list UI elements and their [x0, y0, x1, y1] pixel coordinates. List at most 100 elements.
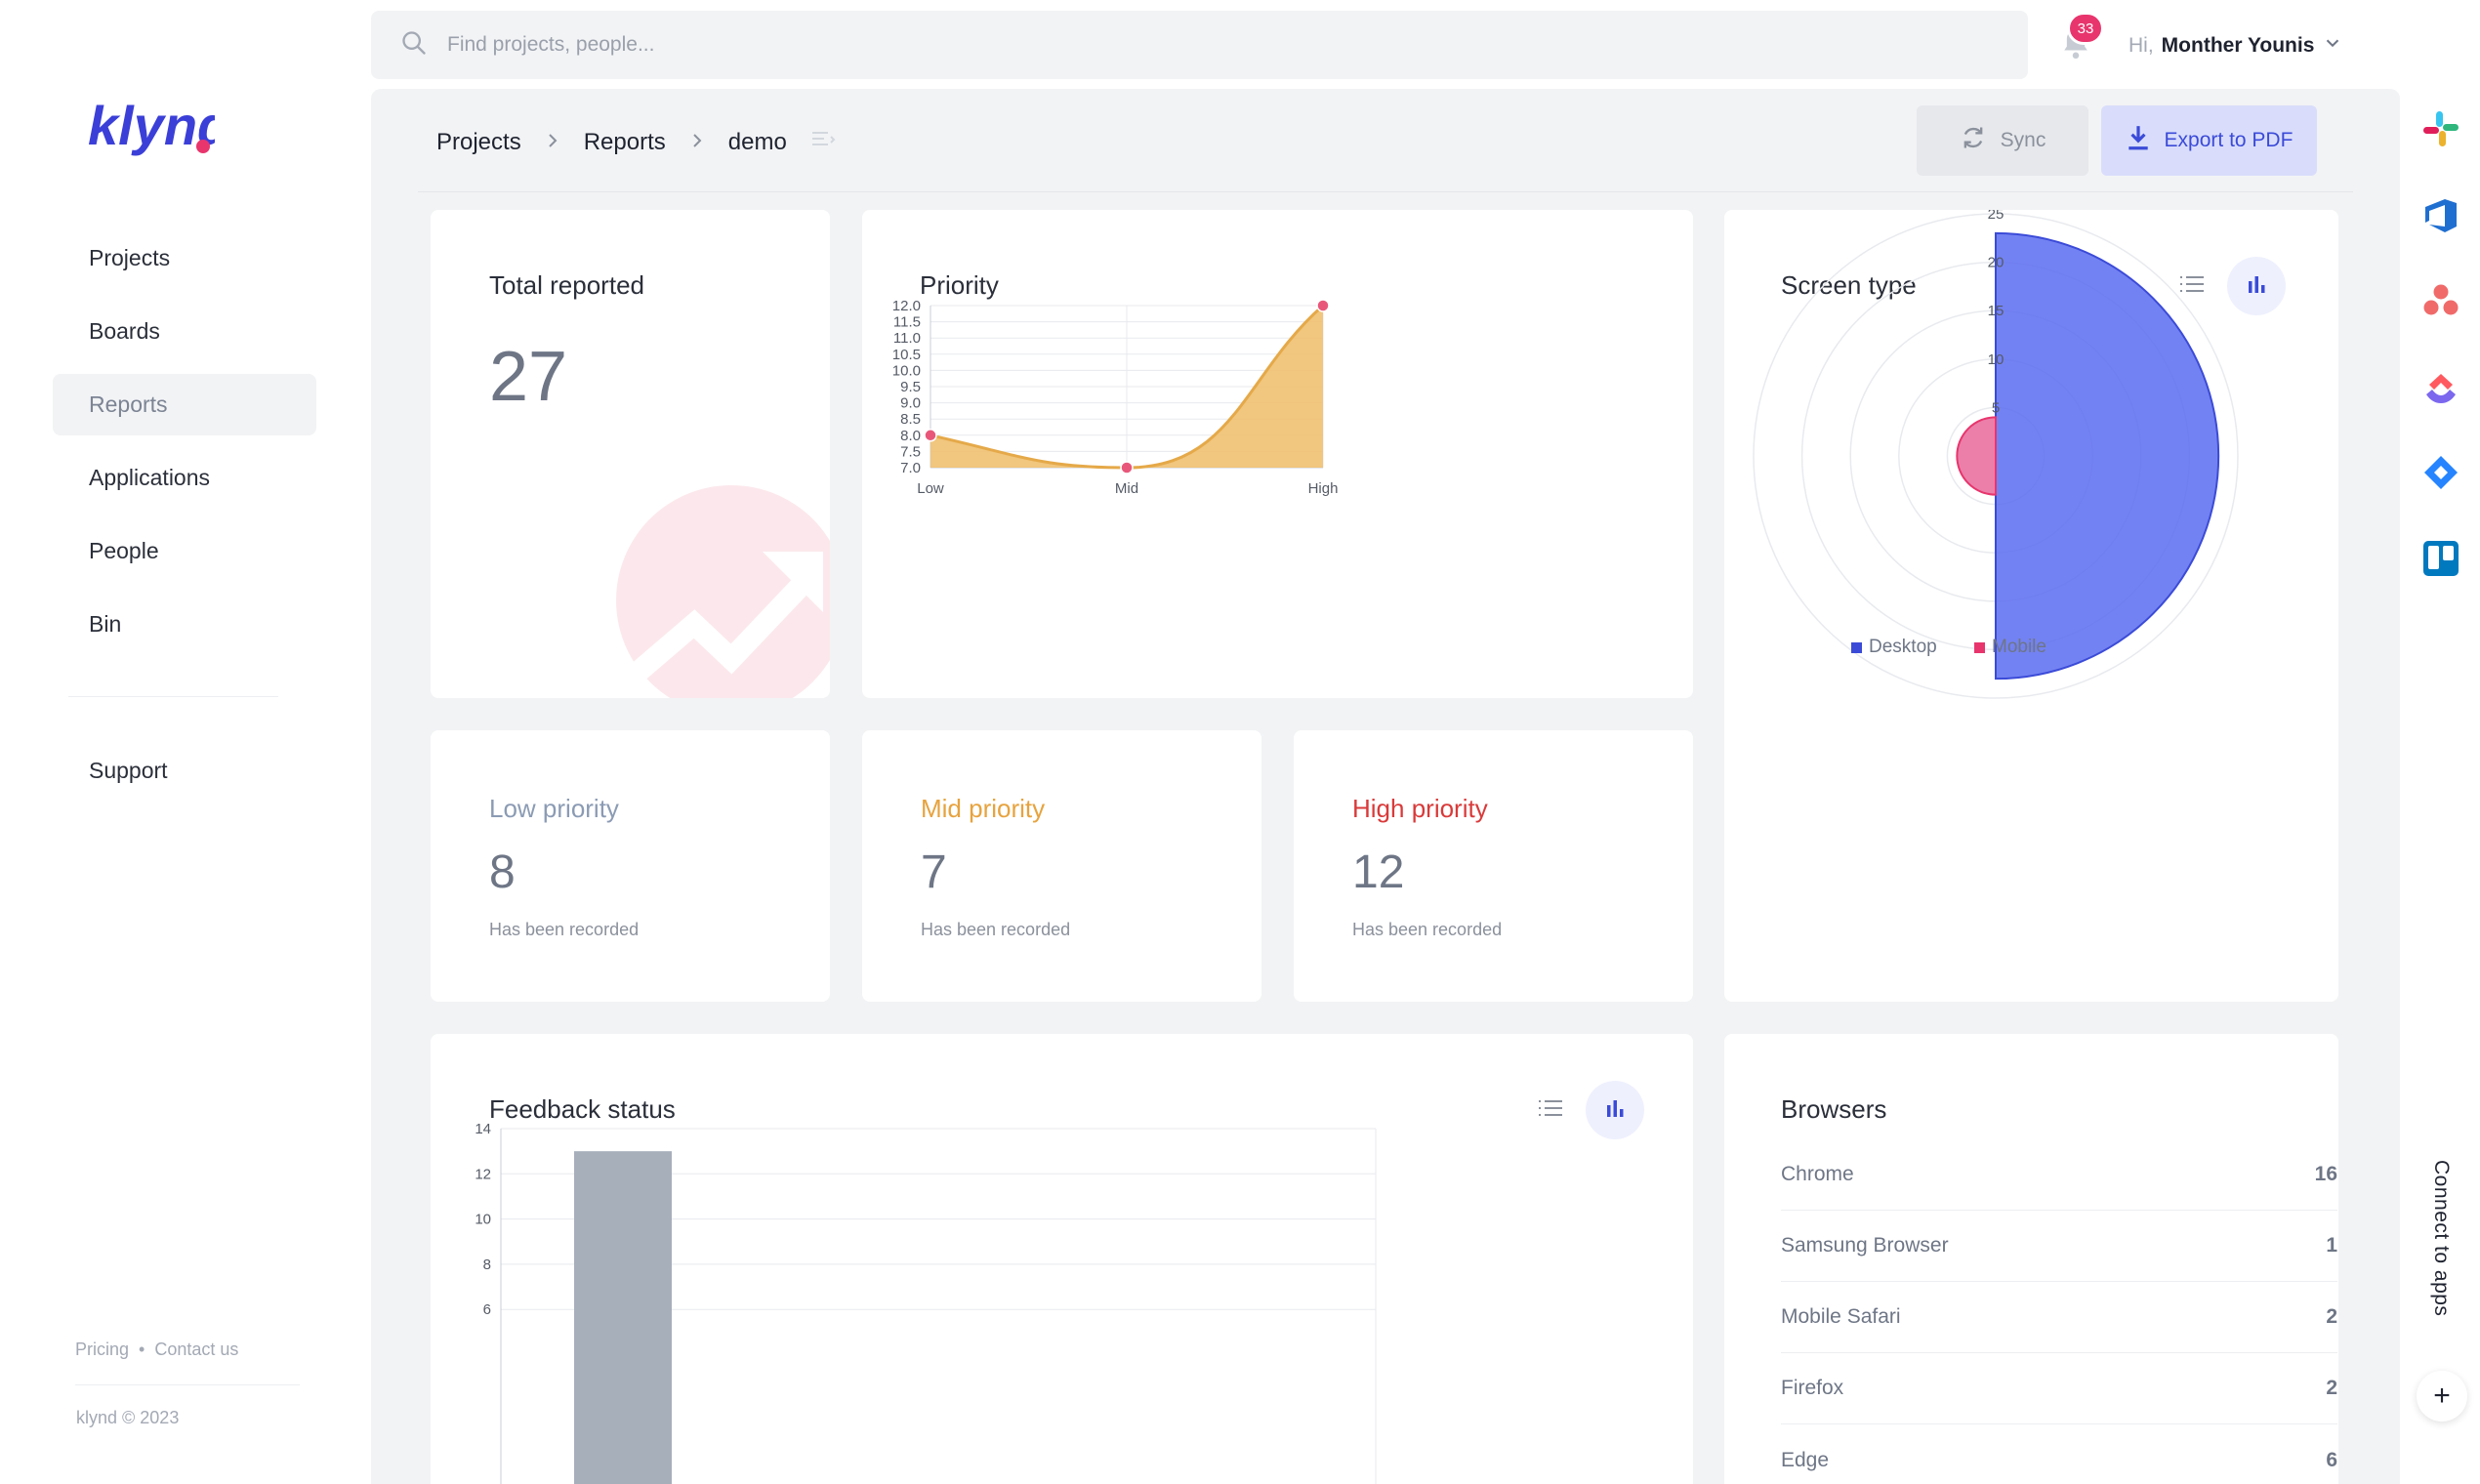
search-icon — [400, 29, 428, 62]
sidebar-item-people[interactable]: People — [53, 520, 316, 582]
app-integrations-rail — [2400, 0, 2480, 1484]
feedback-bar — [574, 1151, 672, 1484]
browser-count: 2 — [2326, 1377, 2337, 1399]
jira-icon[interactable] — [2421, 453, 2460, 497]
sidebar-item-applications[interactable]: Applications — [53, 447, 316, 509]
y-tick-label: 11.5 — [893, 314, 921, 331]
sidebar-item-support[interactable]: Support — [53, 740, 316, 802]
y-tick-label: 11.0 — [893, 330, 921, 347]
card-title: Screen type — [1781, 270, 1917, 300]
sidebar-item-label: Projects — [89, 245, 171, 270]
polar-slice-desktop — [1995, 231, 2220, 680]
sidebar-divider — [68, 696, 278, 697]
browser-name: Samsung Browser — [1781, 1234, 1949, 1257]
y-tick-label: 8.0 — [900, 428, 921, 444]
total-reported-value: 27 — [489, 338, 568, 416]
y-tick-label: 10 — [475, 1212, 491, 1228]
klynd-logo[interactable]: klynd — [88, 95, 232, 169]
x-tick-label: High — [1308, 480, 1339, 497]
data-point-high — [1316, 299, 1330, 312]
sidebar-item-boards[interactable]: Boards — [53, 301, 316, 362]
low-priority-title: Low priority — [489, 794, 619, 823]
sync-icon — [1960, 124, 1987, 157]
y-tick-label: 7.5 — [900, 443, 921, 460]
connect-to-apps-label[interactable]: Connect to apps — [2430, 1160, 2453, 1317]
x-tick-label: Low — [917, 480, 944, 497]
search-bar[interactable] — [371, 11, 2028, 79]
sidebar-item-bin[interactable]: Bin — [53, 594, 316, 655]
sidebar-item-label: Support — [89, 758, 168, 783]
feedback-status-chart: 6 8 10 12 14 — [475, 1121, 1377, 1484]
export-label: Export to PDF — [2164, 129, 2294, 151]
sidebar-item-projects[interactable]: Projects — [53, 227, 316, 289]
card-title: Browsers — [1781, 1094, 1887, 1124]
y-tick-label: 8.5 — [900, 411, 921, 428]
export-pdf-button[interactable]: Export to PDF — [2101, 105, 2317, 176]
contact-link[interactable]: Contact us — [154, 1340, 239, 1359]
x-tick-label: Mid — [1115, 480, 1138, 497]
high-priority-card: High priority 12 Has been recorded — [1294, 730, 1693, 1002]
bar-chart-icon — [1604, 1097, 1626, 1124]
chart-view-toggle[interactable] — [1586, 1081, 1644, 1139]
mid-priority-title: Mid priority — [921, 794, 1046, 823]
slack-icon[interactable] — [2421, 109, 2460, 153]
browser-name: Edge — [1781, 1448, 1830, 1471]
greeting: Hi, — [2129, 34, 2154, 57]
user-name: Monther Younis — [2161, 34, 2315, 57]
low-priority-card: Low priority 8 Has been recorded — [431, 730, 830, 1002]
chevron-right-icon — [545, 130, 560, 155]
y-tick-label: 9.0 — [900, 395, 921, 412]
legend-label-mobile: Mobile — [1992, 637, 2046, 657]
total-reported-card: Total reported 27 — [431, 210, 830, 698]
r-tick-label: 25 — [1988, 210, 2005, 223]
list-view-toggle[interactable] — [1521, 1081, 1580, 1139]
list-icon — [1537, 1097, 1564, 1124]
y-tick-label: 10.0 — [892, 362, 921, 379]
breadcrumb-projects[interactable]: Projects — [436, 128, 521, 155]
footer-divider — [75, 1384, 300, 1385]
y-tick-label: 6 — [483, 1301, 491, 1318]
y-tick-label: 9.5 — [900, 379, 921, 395]
list-item: Chrome 16 — [1781, 1139, 2337, 1211]
logo-text: klynd — [88, 102, 215, 156]
trello-icon[interactable] — [2421, 539, 2460, 583]
sync-label: Sync — [2000, 129, 2046, 151]
clickup-icon[interactable] — [2421, 367, 2460, 411]
sidebar-item-reports[interactable]: Reports — [53, 374, 316, 435]
notification-badge: 33 — [2067, 12, 2104, 45]
asana-icon[interactable] — [2421, 281, 2460, 325]
search-input[interactable] — [447, 33, 1814, 57]
screen-type-chart: 5 10 15 20 25 Desktop Mobile — [1753, 210, 2239, 699]
browser-count: 1 — [2326, 1234, 2337, 1257]
sync-button[interactable]: Sync — [1917, 105, 2088, 176]
browser-count: 2 — [2326, 1305, 2337, 1328]
browser-name: Firefox — [1781, 1377, 1844, 1399]
priority-area — [930, 306, 1323, 468]
add-app-button[interactable]: + — [2417, 1371, 2467, 1422]
high-priority-subtitle: Has been recorded — [1352, 920, 1503, 939]
polar-slice-mobile — [1956, 416, 1997, 496]
user-menu[interactable]: Hi, Monther Younis — [2129, 32, 2343, 60]
r-tick-label: 15 — [1988, 303, 2005, 319]
sidebar-nav: Projects Boards Reports Applications Peo… — [53, 227, 316, 667]
azure-devops-icon[interactable] — [2421, 195, 2460, 239]
list-item: Mobile Safari 2 — [1781, 1282, 2337, 1353]
breadcrumb: Projects Reports demo — [436, 128, 836, 156]
list-view-toggle[interactable] — [2163, 257, 2221, 315]
polar-ring — [1753, 213, 2239, 699]
breadcrumb-demo: demo — [727, 128, 787, 155]
download-icon — [2126, 124, 2151, 157]
edit-list-icon[interactable] — [810, 128, 836, 156]
low-priority-subtitle: Has been recorded — [489, 920, 640, 939]
low-priority-value: 8 — [489, 846, 516, 898]
sidebar-item-label: People — [89, 538, 159, 563]
sidebar-support: Support — [53, 740, 316, 813]
browser-count: 6 — [2326, 1448, 2337, 1471]
priority-chart: 7.07.58.08.59.09.510.010.511.011.512.0 L… — [892, 298, 1339, 497]
chart-view-toggle[interactable] — [2227, 257, 2286, 315]
mid-priority-value: 7 — [921, 846, 947, 898]
breadcrumb-reports[interactable]: Reports — [583, 128, 666, 155]
pricing-link[interactable]: Pricing — [75, 1340, 130, 1359]
main-panel: Projects Reports demo Sync Export to PDF… — [371, 89, 2400, 1484]
y-tick-label: 14 — [475, 1121, 491, 1137]
